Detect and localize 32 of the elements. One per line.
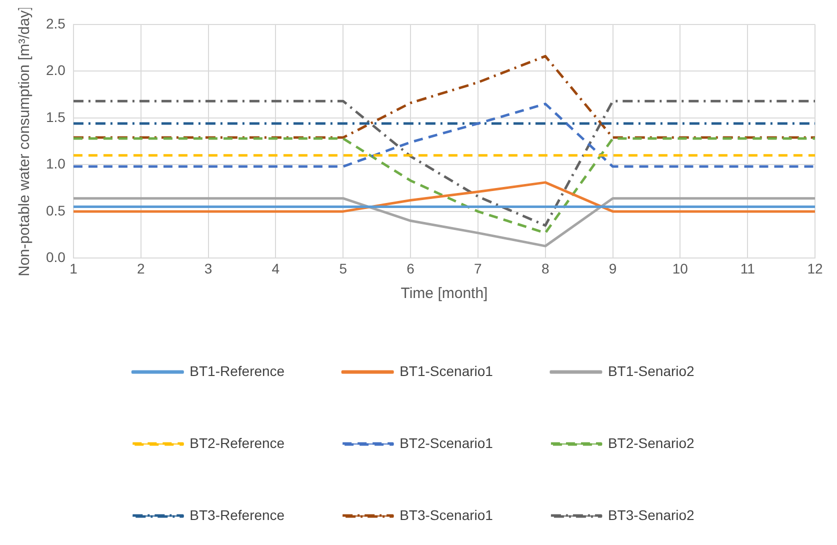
x-tick-label: 1 <box>70 260 78 276</box>
x-tick-label: 12 <box>807 260 823 276</box>
y-tick-label: 1.5 <box>46 108 66 125</box>
y-tick-label: 2.0 <box>46 62 66 78</box>
legend-label: BT2-Reference <box>190 434 285 451</box>
line-series <box>73 100 815 227</box>
x-axis-title: Time [month] <box>400 285 488 302</box>
legend-label: BT2-Senario2 <box>608 434 695 451</box>
legend-label: BT1-Scenario1 <box>400 362 494 379</box>
line-series <box>73 54 815 139</box>
line-series <box>73 102 815 168</box>
x-tick-label: 3 <box>204 260 212 276</box>
y-tick-label: 0.0 <box>46 249 66 266</box>
x-tick-label: 2 <box>136 260 145 276</box>
x-tick-label: 9 <box>608 260 617 276</box>
legend-label: BT3-Scenario1 <box>400 506 494 523</box>
x-tick-label: 8 <box>541 260 550 276</box>
x-tick-label: 10 <box>672 260 688 276</box>
legend-label: BT3-Reference <box>190 506 285 523</box>
legend-label: BT3-Senario2 <box>608 506 695 523</box>
x-tick-label: 4 <box>272 260 280 276</box>
x-tick-label: 7 <box>474 260 482 276</box>
y-tick-label: 1.0 <box>46 156 66 172</box>
legend-label: BT2-Scenario1 <box>400 434 494 451</box>
legend-label: BT1-Senario2 <box>608 362 695 379</box>
line-series <box>73 137 815 234</box>
x-tick-label: 5 <box>339 260 348 276</box>
x-tick-label: 11 <box>740 260 756 276</box>
x-tick-label: 6 <box>406 260 415 276</box>
legend-label: BT1-Reference <box>190 362 285 379</box>
y-tick-label: 2.5 <box>46 15 66 32</box>
y-tick-label: 0.5 <box>46 202 66 218</box>
